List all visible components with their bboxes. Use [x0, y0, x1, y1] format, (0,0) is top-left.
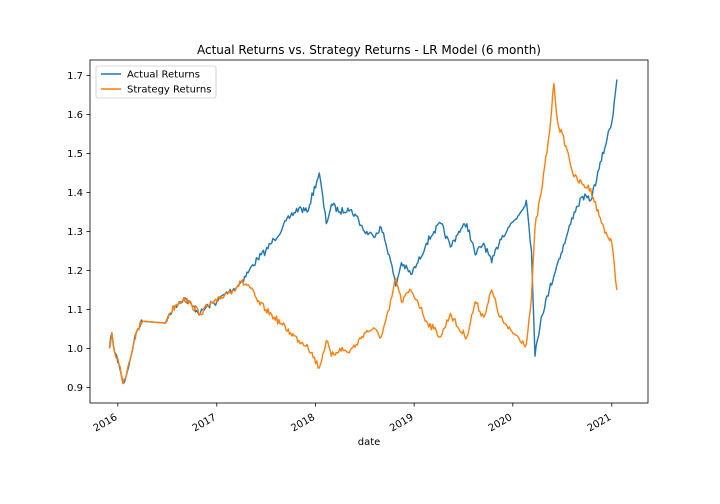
y-tick-label: 1.3 — [67, 227, 83, 238]
y-tick-label: 1.7 — [67, 71, 83, 82]
y-tick-label: 0.9 — [67, 383, 83, 394]
legend-box — [95, 65, 217, 99]
chart-title: Actual Returns vs. Strategy Returns - LR… — [197, 43, 541, 57]
y-tick-label: 1.0 — [67, 344, 83, 355]
y-tick-label: 1.2 — [67, 266, 83, 277]
plot-frame — [89, 59, 649, 404]
y-tick-label: 1.6 — [67, 110, 83, 121]
series-line-actual-returns — [108, 79, 618, 385]
x-axis-label: date — [358, 437, 381, 448]
series-line-strategy-returns — [108, 82, 618, 385]
y-tick-label: 1.1 — [67, 305, 83, 316]
y-axis: 0.9 1.0 1.1 1.2 1.3 1.4 1.5 1.6 1.7 — [67, 71, 90, 394]
legend-strategy-returns-label: Strategy Returns — [127, 85, 211, 96]
y-tick-label: 1.4 — [67, 188, 83, 199]
series-layer — [108, 79, 618, 385]
legend-actual-returns-label: Actual Returns — [127, 70, 200, 81]
y-tick-label: 1.5 — [67, 149, 83, 160]
legend: Actual Returns Strategy Returns — [95, 65, 217, 99]
